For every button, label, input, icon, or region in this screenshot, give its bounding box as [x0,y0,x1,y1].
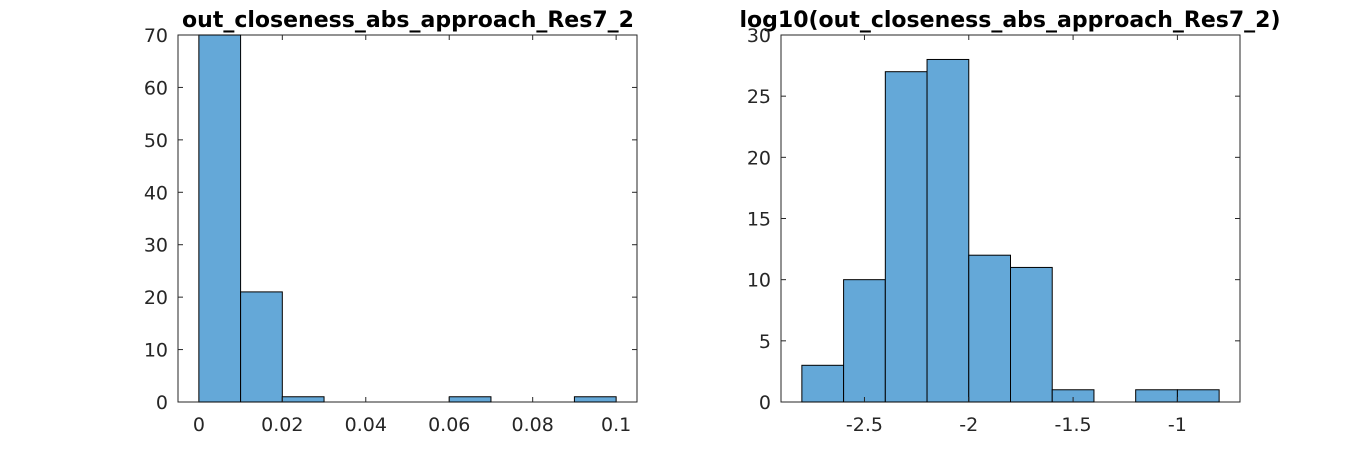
histogram-bar [968,254,1011,403]
histogram-bar [281,396,325,403]
x-tick-label: -2.5 [846,414,883,436]
histogram-bar [240,291,283,403]
y-tick-label: 20 [144,287,168,309]
chart-title: log10(out_closeness_abs_approach_Res7_2) [739,8,1280,33]
y-tick-label: 20 [747,147,771,169]
x-tick-label: -1 [1168,414,1187,436]
histogram-bar [1010,266,1053,403]
y-tick-label: 60 [144,77,168,99]
chart-title: out_closeness_abs_approach_Res7_2 [182,8,634,33]
x-tick-label: 0 [193,414,205,436]
histogram-bar [926,58,970,403]
y-tick-label: 5 [759,331,771,353]
y-tick-label: 50 [144,130,168,152]
histogram-bar [198,34,242,403]
y-tick-label: 30 [144,235,168,257]
y-tick-label: 15 [747,209,771,231]
histogram-bar [884,71,928,403]
x-tick-label: 0.06 [428,414,470,436]
histogram-bar [573,396,617,403]
y-tick-label: 0 [156,392,168,414]
y-tick-label: 70 [144,25,168,47]
y-tick-label: 30 [747,25,771,47]
histogram-bar [843,279,886,403]
y-tick-label: 10 [747,270,771,292]
histogram-bar [801,364,845,403]
histogram-log10: log10(out_closeness_abs_approach_Res7_2)… [739,8,1280,436]
x-tick-label: 0.02 [261,414,303,436]
histogram-bar [448,396,492,403]
x-tick-label: -1.5 [1055,414,1092,436]
y-tick-label: 10 [144,340,168,362]
histogram-bar [1135,389,1178,403]
histogram-bar [1176,389,1220,403]
y-tick-label: 25 [747,86,771,108]
x-tick-label: 0.08 [512,414,554,436]
y-tick-label: 40 [144,182,168,204]
y-tick-label: 0 [759,392,771,414]
x-tick-label: 0.1 [601,414,631,436]
x-tick-label: 0.04 [345,414,387,436]
histogram-linear: out_closeness_abs_approach_Res7_2 0 10 20 3… [144,8,638,436]
x-tick-label: -2 [959,414,978,436]
